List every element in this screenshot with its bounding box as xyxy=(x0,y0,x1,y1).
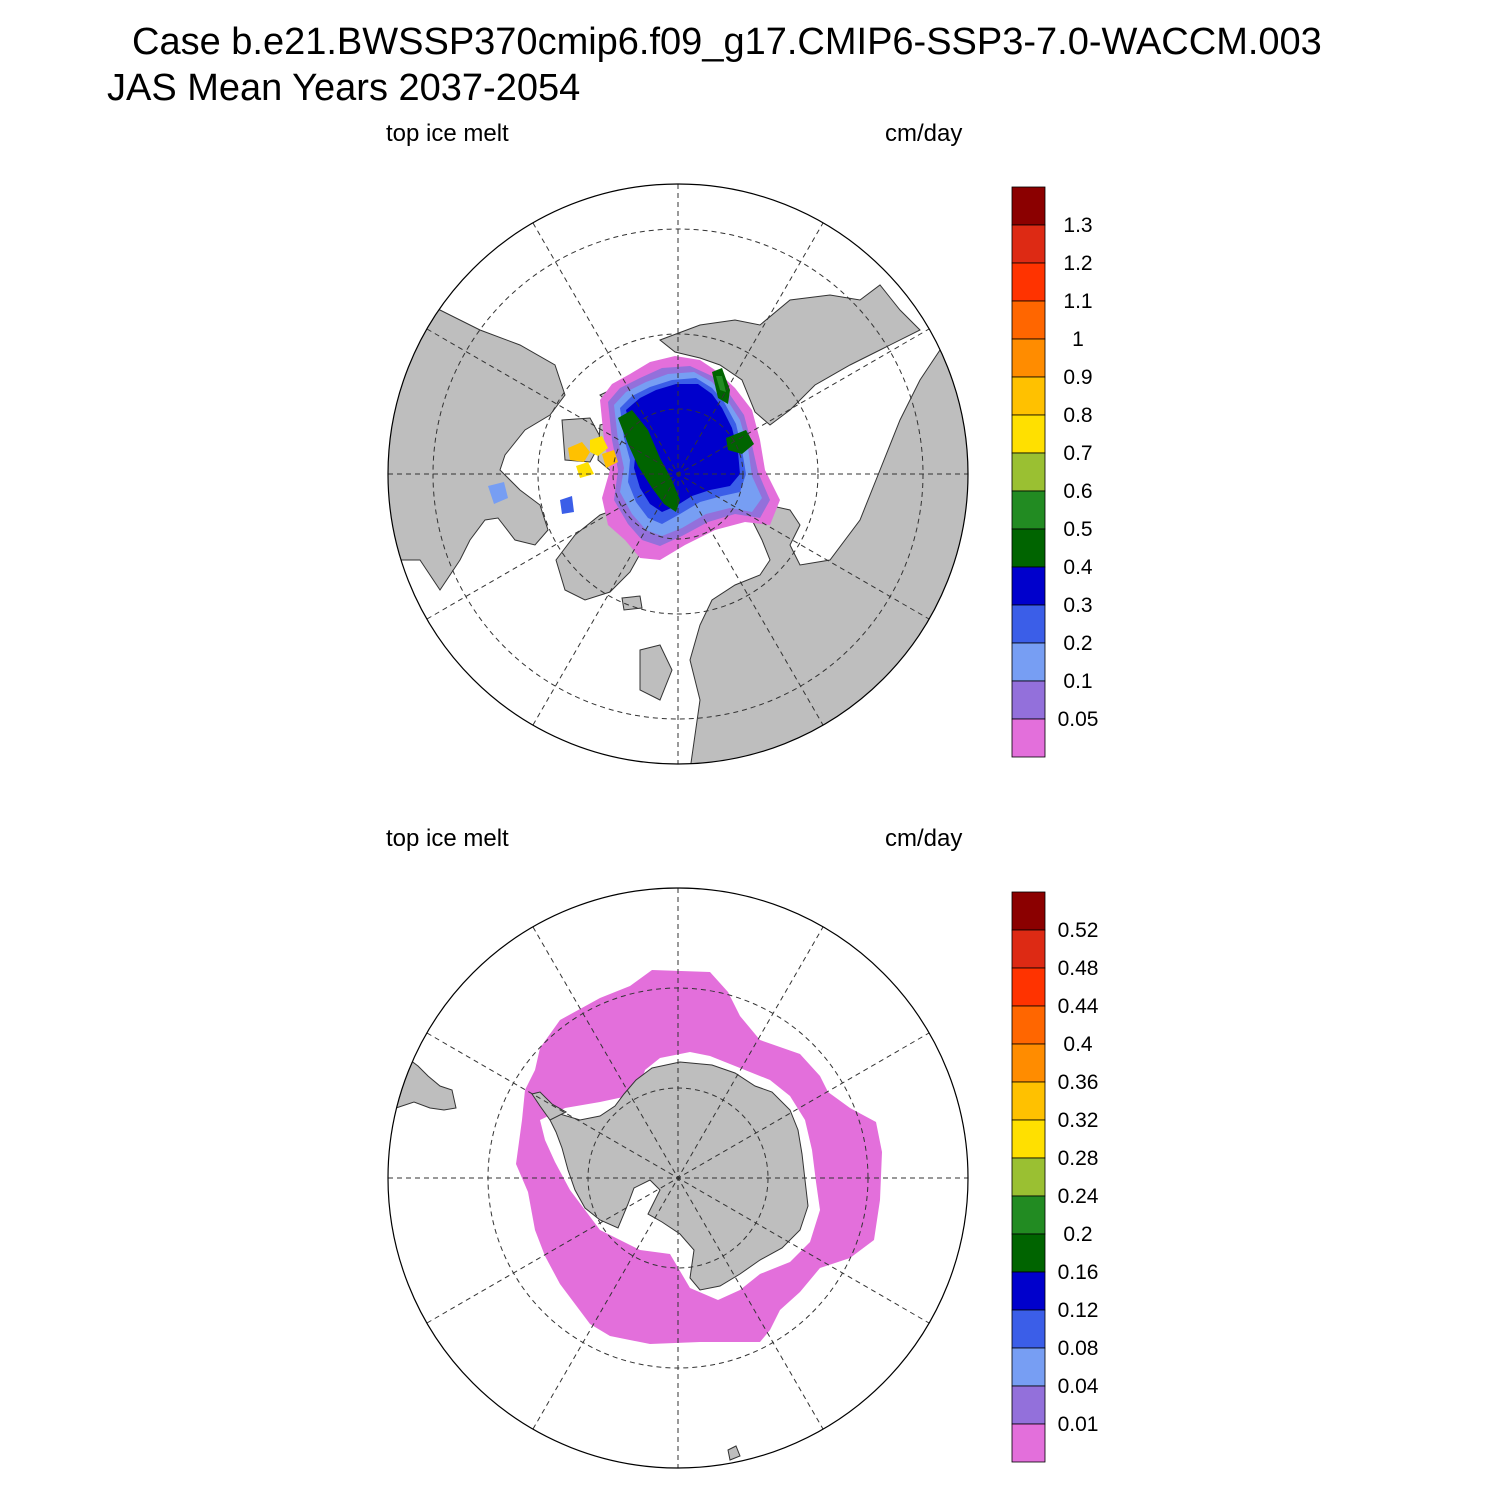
arctic-colorbar: 1.3 1.2 1.1 1 0.9 0.8 0.7 0.6 0.5 0.4 0.3 0.2 0.1 0.0… xyxy=(1011,186,1099,758)
arctic-colorbar-tick-label: 0.6 xyxy=(1063,480,1092,503)
antarctic-colorbar-swatch xyxy=(1011,967,1046,1007)
arctic-colorbar-tick-label: 0.3 xyxy=(1063,594,1092,617)
case-title: Case b.e21.BWSSP370cmip6.f09_g17.CMIP6-S… xyxy=(132,21,1322,63)
arctic-melt-field xyxy=(488,356,780,560)
arctic-colorbar-tick-label: 0.5 xyxy=(1063,518,1092,541)
antarctic-colorbar-tick-label: 0.08 xyxy=(1058,1337,1099,1360)
antarctic-colorbar-tick-label: 0.12 xyxy=(1058,1299,1099,1322)
arctic-colorbar-tick-label: 0.7 xyxy=(1063,442,1092,465)
antarctic-colorbar-swatch xyxy=(1011,1309,1046,1349)
antarctic-colorbar-swatch xyxy=(1011,1043,1046,1083)
arctic-colorbar-swatch xyxy=(1011,642,1046,682)
arctic-colorbar-swatch xyxy=(1011,224,1046,264)
arctic-colorbar-tick-label: 1.2 xyxy=(1063,252,1092,275)
south-variable-label: top ice melt xyxy=(386,825,509,852)
antarctic-colorbar-swatch xyxy=(1011,1005,1046,1045)
antarctic-colorbar-tick-label: 0.4 xyxy=(1063,1033,1093,1056)
arctic-colorbar-tick-label: 0.2 xyxy=(1063,632,1092,655)
arctic-colorbar-tick-label: 1 xyxy=(1072,328,1084,351)
north-variable-label: top ice melt xyxy=(386,120,509,147)
arctic-colorbar-swatch xyxy=(1011,566,1046,606)
arctic-colorbar-swatch xyxy=(1011,186,1046,226)
antarctic-colorbar-tick-label: 0.36 xyxy=(1058,1071,1099,1094)
antarctic-colorbar-swatch xyxy=(1011,1157,1046,1197)
arctic-colorbar-tick-label: 0.9 xyxy=(1063,366,1092,389)
arctic-colorbar-swatch xyxy=(1011,376,1046,416)
antarctic-colorbar-tick-label: 0.48 xyxy=(1058,957,1099,980)
antarctic-colorbar-tick-label: 0.28 xyxy=(1058,1147,1099,1170)
arctic-colorbar-tick-label: 0.4 xyxy=(1063,556,1093,579)
arctic-colorbar-swatch xyxy=(1011,338,1046,378)
antarctic-colorbar-tick-label: 0.32 xyxy=(1058,1109,1099,1132)
arctic-colorbar-tick-label: 0.1 xyxy=(1063,670,1092,693)
antarctic-colorbar-swatch xyxy=(1011,1233,1046,1273)
arctic-colorbar-swatch xyxy=(1011,262,1046,302)
arctic-map-panel: 1.3 1.2 1.1 1 0.9 0.8 0.7 0.6 0.5 0.4 0.3 0.2 0.1 0.0… xyxy=(387,183,1099,765)
arctic-colorbar-swatch xyxy=(1011,490,1046,530)
arctic-map xyxy=(388,184,968,764)
arctic-colorbar-swatch xyxy=(1011,414,1046,454)
arctic-colorbar-tick-label: 0.05 xyxy=(1058,708,1099,731)
period-title: JAS Mean Years 2037-2054 xyxy=(107,67,581,109)
south-units-label: cm/day xyxy=(885,825,963,852)
arctic-graticule xyxy=(388,184,968,764)
antarctic-colorbar-swatch xyxy=(1011,1195,1046,1235)
antarctic-colorbar-tick-label: 0.44 xyxy=(1058,995,1099,1018)
antarctic-colorbar-tick-label: 0.52 xyxy=(1058,919,1099,942)
arctic-colorbar-swatch xyxy=(1011,528,1046,568)
antarctic-colorbar-tick-label: 0.01 xyxy=(1058,1413,1099,1436)
antarctic-colorbar-swatch xyxy=(1011,929,1046,969)
antarctic-map-panel: 0.52 0.48 0.44 0.4 0.36 0.32 0.28 0.24 0.2 0.16 0.… xyxy=(387,887,1099,1469)
antarctic-graticule xyxy=(388,888,968,1468)
antarctic-colorbar-swatch xyxy=(1011,891,1046,931)
antarctic-colorbar-tick-label: 0.16 xyxy=(1058,1261,1099,1284)
arctic-colorbar-tick-label: 0.8 xyxy=(1063,404,1092,427)
antarctic-colorbar-swatch xyxy=(1011,1385,1046,1425)
antarctic-colorbar-swatch xyxy=(1011,1347,1046,1387)
antarctic-colorbar-tick-label: 0.24 xyxy=(1058,1185,1099,1208)
arctic-colorbar-tick-label: 1.3 xyxy=(1063,214,1092,237)
antarctic-map-border xyxy=(387,887,969,1469)
antarctic-colorbar-swatch xyxy=(1011,1081,1046,1121)
arctic-colorbar-swatch xyxy=(1011,452,1046,492)
arctic-colorbar-swatch xyxy=(1011,604,1046,644)
antarctic-colorbar-swatch xyxy=(1011,1271,1046,1311)
north-units-label: cm/day xyxy=(885,120,963,147)
antarctic-map xyxy=(388,888,968,1468)
arctic-colorbar-swatch xyxy=(1011,718,1046,758)
antarctic-colorbar-tick-label: 0.04 xyxy=(1058,1375,1099,1398)
antarctic-colorbar-swatch xyxy=(1011,1423,1046,1463)
antarctic-colorbar: 0.52 0.48 0.44 0.4 0.36 0.32 0.28 0.24 0.2 0.16 0.… xyxy=(1011,891,1099,1463)
antarctic-colorbar-tick-label: 0.2 xyxy=(1063,1223,1092,1246)
antarctic-colorbar-swatch xyxy=(1011,1119,1046,1159)
arctic-map-border xyxy=(387,183,969,765)
arctic-colorbar-tick-label: 1.1 xyxy=(1063,290,1092,313)
arctic-colorbar-swatch xyxy=(1011,680,1046,720)
arctic-colorbar-swatch xyxy=(1011,300,1046,340)
